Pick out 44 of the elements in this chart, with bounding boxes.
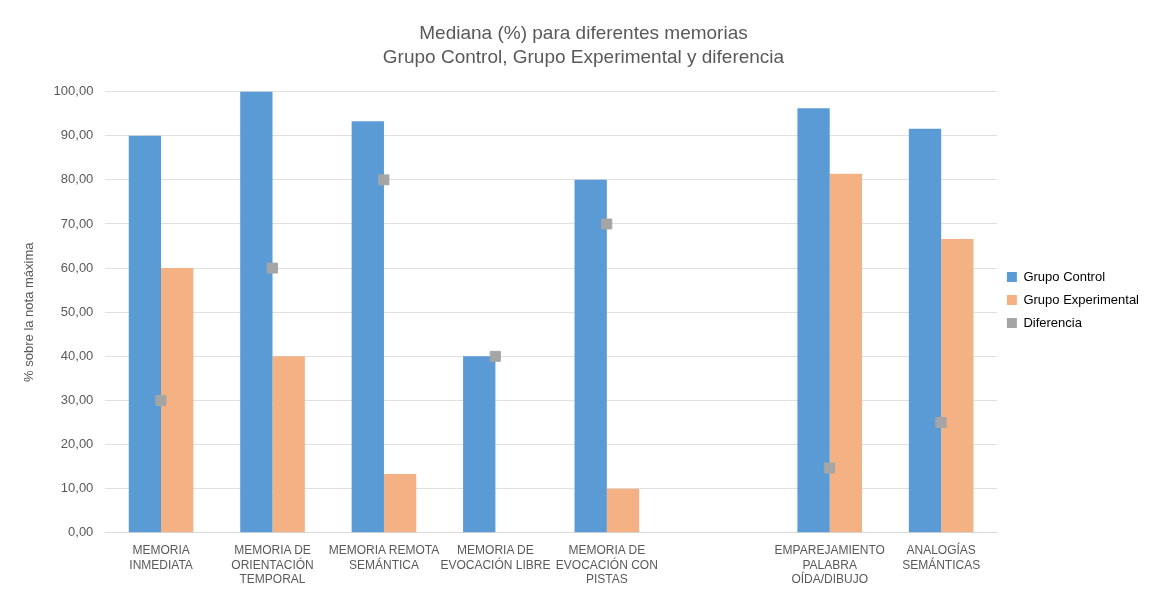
point <box>489 350 501 362</box>
legend-label: Grupo Control <box>1023 268 1106 284</box>
y-tick-label: 40,00 <box>60 347 94 363</box>
bar <box>606 488 640 533</box>
bar <box>463 356 496 533</box>
y-tick-label: 70,00 <box>60 215 94 231</box>
point <box>378 174 390 186</box>
y-tick-label: 0,00 <box>68 524 94 540</box>
x-tick-label: ANALOGÍAS SEMÁNTICAS <box>902 542 981 572</box>
x-tick-label: MEMORIA DE EVOCACIÓN LIBRE <box>440 543 551 572</box>
bar <box>574 179 607 533</box>
y-axis-title: % sobre la nota máxima <box>21 241 37 382</box>
chart-title: Mediana (%) para diferentes memorias <box>419 21 748 43</box>
x-tick-label: MEMORIA DE ORIENTACIÓN TEMPORAL <box>231 543 314 587</box>
y-tick-label: 80,00 <box>60 171 94 187</box>
bar <box>272 356 305 533</box>
chart-subtitle: Grupo Control, Grupo Experimental y diferencia <box>382 46 785 68</box>
point <box>601 218 613 230</box>
y-tick-label: 30,00 <box>60 392 94 408</box>
y-tick-label: 20,00 <box>60 436 94 452</box>
bar <box>161 268 194 533</box>
bar <box>829 173 863 533</box>
y-tick-label: 60,00 <box>60 259 94 275</box>
x-tick-label: MEMORIA DE EVOCACIÓN CON PISTAS <box>555 543 658 587</box>
bar <box>797 108 830 533</box>
y-tick-label: 10,00 <box>60 480 94 496</box>
bar <box>128 135 162 533</box>
x-tick-label: EMPAREJAMIENTO PALABRA OÍDA/DIBUJO <box>774 543 885 587</box>
legend-label: Grupo Experimental <box>1023 291 1140 307</box>
point <box>935 417 947 428</box>
y-tick-label: 90,00 <box>60 127 94 143</box>
x-tick-label: MEMORIA INMEDIATA <box>129 543 193 572</box>
x-tick-label: MEMORIA REMOTA SEMÁNTICA <box>328 543 440 572</box>
point <box>155 394 167 406</box>
y-tick-label: 50,00 <box>60 303 94 319</box>
bar <box>908 128 942 533</box>
bar <box>351 121 384 533</box>
y-tick-label: 100,00 <box>53 83 94 99</box>
bar <box>240 91 273 533</box>
point <box>267 262 278 274</box>
bar <box>941 238 974 533</box>
point <box>824 462 836 474</box>
legend-label: Diferencia <box>1023 314 1083 330</box>
bar <box>383 474 417 533</box>
